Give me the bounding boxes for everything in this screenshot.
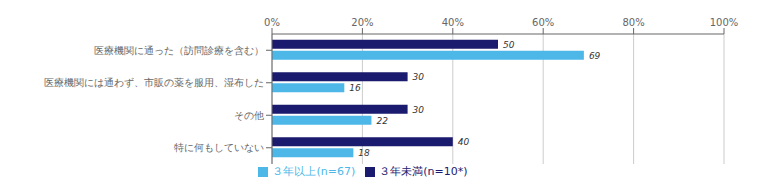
svg-text:80%: 80% [622, 17, 644, 28]
svg-text:30: 30 [413, 72, 425, 82]
svg-text:40%: 40% [442, 17, 464, 28]
svg-text:100%: 100% [710, 17, 739, 28]
svg-text:16: 16 [349, 83, 361, 93]
svg-text:20%: 20% [351, 17, 373, 28]
svg-text:18: 18 [358, 148, 370, 158]
html-text:３年以上(n=67): ３年以上(n=67) [272, 165, 356, 178]
svg-text:その他: その他 [234, 110, 264, 121]
svg-text:22: 22 [376, 116, 388, 126]
svg-text:40: 40 [458, 137, 470, 147]
html-text:３年未満(n=10*): ３年未満(n=10*) [379, 165, 468, 178]
svg-text:60%: 60% [532, 17, 554, 28]
svg-text:医療機関には通わず、市販の薬を服用、湿布した: 医療機関には通わず、市販の薬を服用、湿布した [44, 77, 264, 89]
svg-text:30: 30 [413, 105, 425, 115]
svg-text:0%: 0% [264, 17, 280, 28]
svg-text:50: 50 [503, 40, 515, 50]
svg-text:69: 69 [589, 51, 601, 61]
svg-text:特に何もしていない: 特に何もしていない [174, 142, 264, 153]
svg-text:医療機関に通った（訪問診療を含む）: 医療機関に通った（訪問診療を含む） [94, 45, 264, 56]
